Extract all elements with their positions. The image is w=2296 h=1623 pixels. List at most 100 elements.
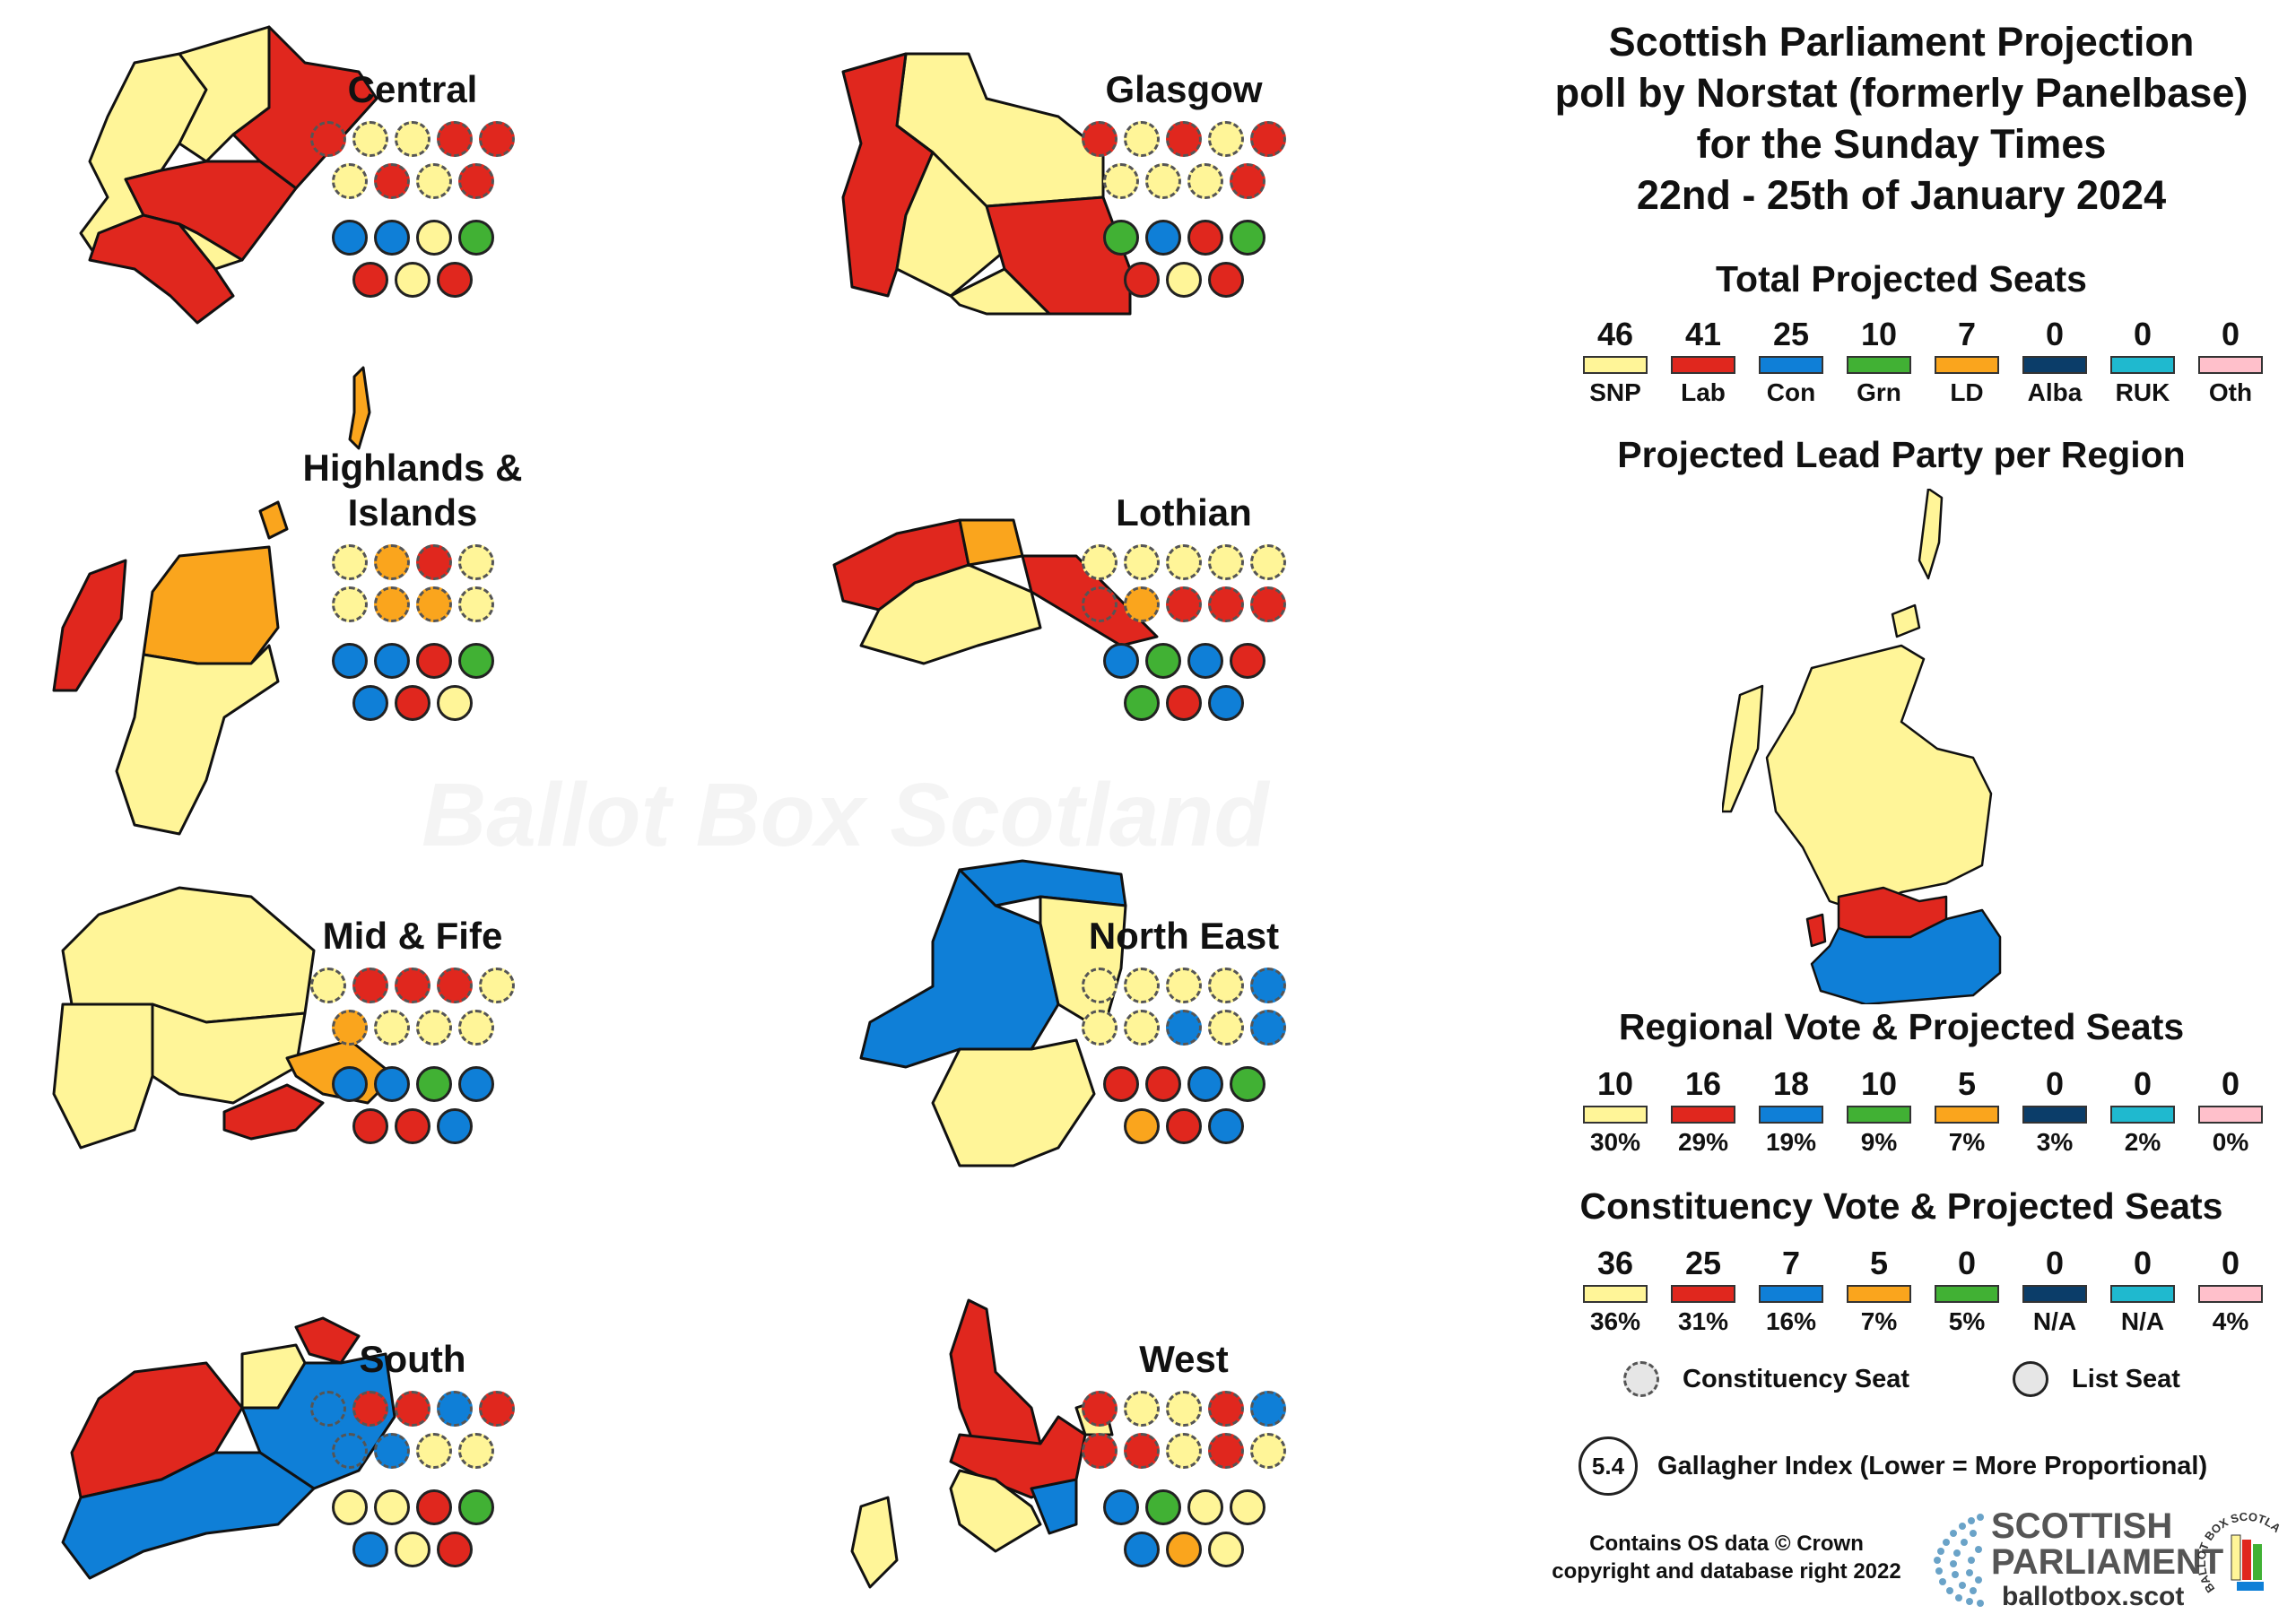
region-title-line: North East: [1088, 915, 1280, 957]
constituency-seat-ld: [331, 1010, 368, 1046]
constituency-seat-con: [437, 1391, 473, 1427]
regional-vote-lab: 29%: [1677, 1128, 1729, 1156]
list-seat-con: [1124, 1532, 1160, 1567]
region-title-line: Central: [347, 68, 478, 110]
constituency-seat-snp: [1102, 163, 1139, 199]
list-seat-lab: [415, 643, 452, 679]
constituency-col-ld: 5 7%: [1835, 1245, 1923, 1338]
constituency-swatch-oth: [2198, 1285, 2263, 1303]
constituency-seat-lab: [479, 121, 515, 157]
total-party-lab: Lab: [1681, 378, 1726, 406]
lead-map-western-isles: [1722, 684, 1764, 813]
region-title-line: Highlands &: [302, 447, 523, 489]
constituency-seat-lab: [1208, 1433, 1244, 1469]
regional-vote-ruk: 2%: [2124, 1128, 2161, 1156]
list-seat-lab: [415, 1489, 452, 1525]
map-central: [79, 25, 378, 325]
total-party-ld: LD: [1950, 378, 1984, 406]
map-glasgow-south: [949, 267, 1051, 316]
constituency-seat-con: [1166, 1010, 1202, 1046]
total-swatch-con: [1759, 356, 1823, 374]
constituency-swatch-grn: [1935, 1285, 1999, 1303]
list-seat-con: [1187, 1066, 1223, 1102]
constituency-seat-snp: [1144, 163, 1181, 199]
lead-map-north: [1765, 644, 1993, 912]
constituency-seat-snp: [1250, 544, 1286, 580]
seat-row: [1124, 1108, 1244, 1144]
list-seat-con: [1102, 1489, 1139, 1525]
regional-col-grn: 10 9%: [1835, 1065, 1923, 1159]
lead-party-map: [1722, 489, 2002, 1004]
constituency-seats-ruk: 0: [2133, 1245, 2152, 1281]
total-seats-lab: 41: [1684, 316, 1722, 352]
constituency-seat-snp: [1166, 1433, 1202, 1469]
total-col-snp: 46 SNP: [1571, 316, 1659, 409]
regional-col-con: 18 19%: [1747, 1065, 1835, 1159]
total-col-con: 25 Con: [1747, 316, 1835, 409]
regional-col-oth: 0 0%: [2187, 1065, 2274, 1159]
seat-row: [1082, 1010, 1286, 1046]
constituency-seat-ld: [373, 544, 410, 580]
constituency-seat-lab: [1166, 586, 1202, 622]
constituency-seat-lab: [1166, 121, 1202, 157]
logo: SCOTTISH PARLIAMENT ballotbox.scot BALLO…: [1928, 1499, 2287, 1614]
seat-row: [310, 1391, 515, 1427]
total-col-ld: 7 LD: [1923, 316, 2011, 409]
constituency-seat-lab: [1082, 1391, 1118, 1427]
map-highlands-shetland: [348, 366, 371, 450]
constituency-swatch-alba: [2022, 1285, 2087, 1303]
list-seat-lab: [1208, 262, 1244, 298]
constituency-seat-ld: [415, 586, 452, 622]
map-west-renfrew: [1030, 1478, 1078, 1535]
constituency-seat-snp: [457, 1010, 494, 1046]
watermark: Ballot Box Scotland: [422, 764, 1269, 867]
constituency-swatch-ruk: [2110, 1285, 2175, 1303]
constituency-seat-snp: [1124, 544, 1160, 580]
list-seat-lab: [352, 1108, 388, 1144]
constituency-seat-lab: [1082, 586, 1118, 622]
title-line-3: for the Sunday Times: [1696, 121, 2107, 167]
seat-row: [331, 586, 494, 622]
constituency-tally: 36 36% 25 31% 7 16% 5 7% 0 5% 0 N/A 0 N/A 0 4%: [1571, 1245, 2274, 1338]
regional-seats-oth: 0: [2221, 1065, 2240, 1102]
seat-row: [352, 262, 473, 298]
regional-swatch-ruk: [2110, 1106, 2175, 1124]
total-swatch-lab: [1671, 356, 1735, 374]
constituency-vote-ld: 7%: [1860, 1307, 1898, 1335]
seat-row: [331, 1489, 494, 1525]
seat-row: [331, 1066, 494, 1102]
title-line-2: poll by Norstat (formerly Panelbase): [1554, 70, 2248, 116]
constituency-seat-snp: [457, 1433, 494, 1469]
map-west-arran: [850, 1496, 899, 1589]
list-seat-lab: [1187, 220, 1223, 256]
constituency-col-con: 7 16%: [1747, 1245, 1835, 1338]
seat-row: [331, 163, 494, 199]
list-seat-lab: [395, 1108, 430, 1144]
seat-row: [1102, 1066, 1265, 1102]
regional-seats-alba: 0: [2045, 1065, 2065, 1102]
constituency-seat-snp: [1124, 121, 1160, 157]
constituency-seat-lab: [1250, 121, 1286, 157]
total-col-grn: 10 Grn: [1835, 316, 1923, 409]
total-party-alba: Alba: [2027, 378, 2083, 406]
total-col-oth: 0 Oth: [2187, 316, 2274, 409]
seat-row: [310, 968, 515, 1003]
constituency-seat-snp: [331, 163, 368, 199]
map-south-dumfries: [61, 1451, 316, 1580]
regional-col-snp: 10 30%: [1571, 1065, 1659, 1159]
region-title-line: Mid & Fife: [322, 915, 503, 957]
map-central-mid: [178, 25, 271, 163]
list-seat-con: [457, 1066, 494, 1102]
regional-swatch-grn: [1847, 1106, 1911, 1124]
constituency-col-oth: 0 4%: [2187, 1245, 2274, 1338]
lead-map-south: [1810, 908, 2002, 1004]
region-title-lothian: Lothian: [996, 490, 1372, 535]
regional-seats-ruk: 0: [2133, 1065, 2152, 1102]
constituency-seat-con: [1250, 968, 1286, 1003]
title-line-4: 22nd - 25th of January 2024: [1636, 172, 2167, 218]
gallagher-label: Gallagher Index (Lower = More Proportion…: [1657, 1451, 2208, 1480]
seat-row: [1124, 262, 1244, 298]
lead-map-arran: [1805, 913, 1827, 948]
total-party-snp: SNP: [1589, 378, 1641, 406]
constituency-seat-snp: [352, 121, 388, 157]
